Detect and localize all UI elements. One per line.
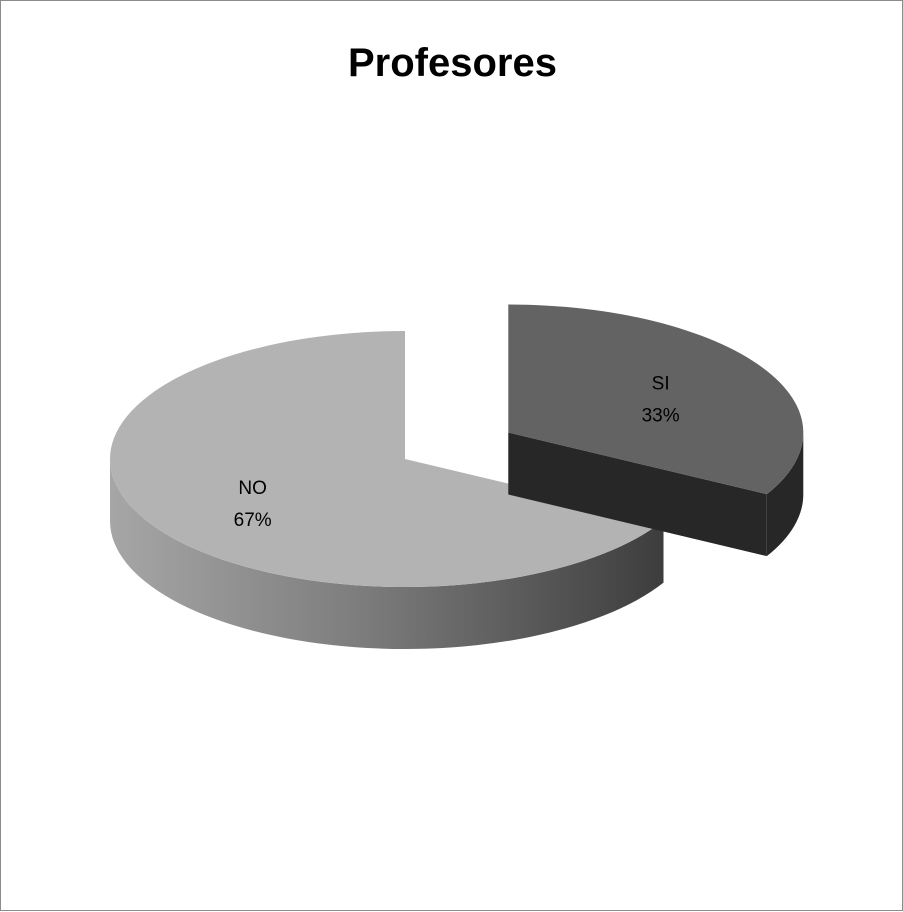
pie-slice-side	[110, 459, 664, 650]
pie-data-label-si: SI 33%	[642, 373, 680, 426]
chart-title: Profesores	[348, 41, 557, 85]
pie-slice-top	[110, 331, 664, 587]
pie-slice-top	[508, 304, 804, 495]
pie-slice-no: NO 67%	[110, 331, 664, 650]
pie-slice-si: SI 33%	[508, 304, 804, 557]
pie-slice-side	[766, 432, 804, 557]
pie-data-label-no: NO 67%	[234, 478, 272, 531]
pie-slice-cut-face	[508, 432, 767, 557]
